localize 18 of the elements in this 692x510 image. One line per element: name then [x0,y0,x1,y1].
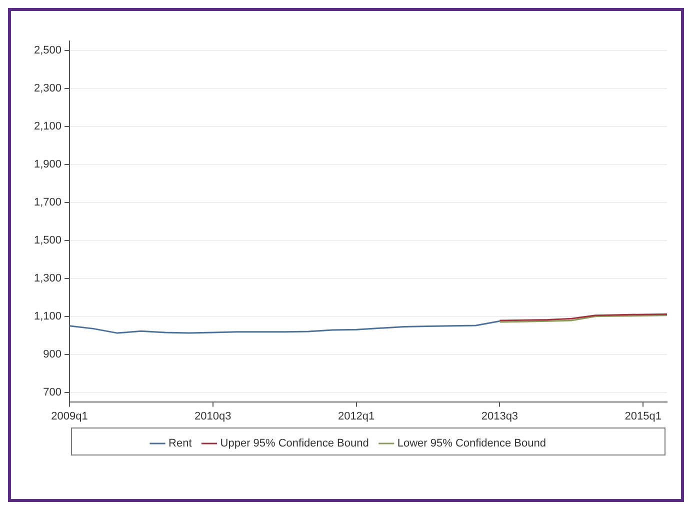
x-tick-label: 2013q3 [481,410,518,422]
y-tick-label: 1,100 [34,310,62,322]
y-tick-label: 1,900 [34,158,62,170]
y-tick-label: 900 [43,348,62,360]
y-tick-label: 700 [43,386,62,398]
y-tick-label: 2,100 [34,120,62,132]
y-tick-label: 1,700 [34,196,62,208]
y-tick-label: 2,300 [34,82,62,95]
legend-label: Rent [168,438,192,450]
x-tick-label: 2009q1 [51,410,88,422]
x-tick-label: 2012q1 [338,410,375,422]
legend-label: Lower 95% Confidence Bound [397,438,546,450]
legend-label: Upper 95% Confidence Bound [220,438,369,450]
y-tick-label: 2,500 [34,44,62,57]
y-tick-label: 1,300 [34,272,62,284]
y-tick-label: 1,500 [34,234,62,246]
x-tick-label: 2015q1 [624,410,662,422]
x-tick-label: 2010q3 [194,410,232,422]
